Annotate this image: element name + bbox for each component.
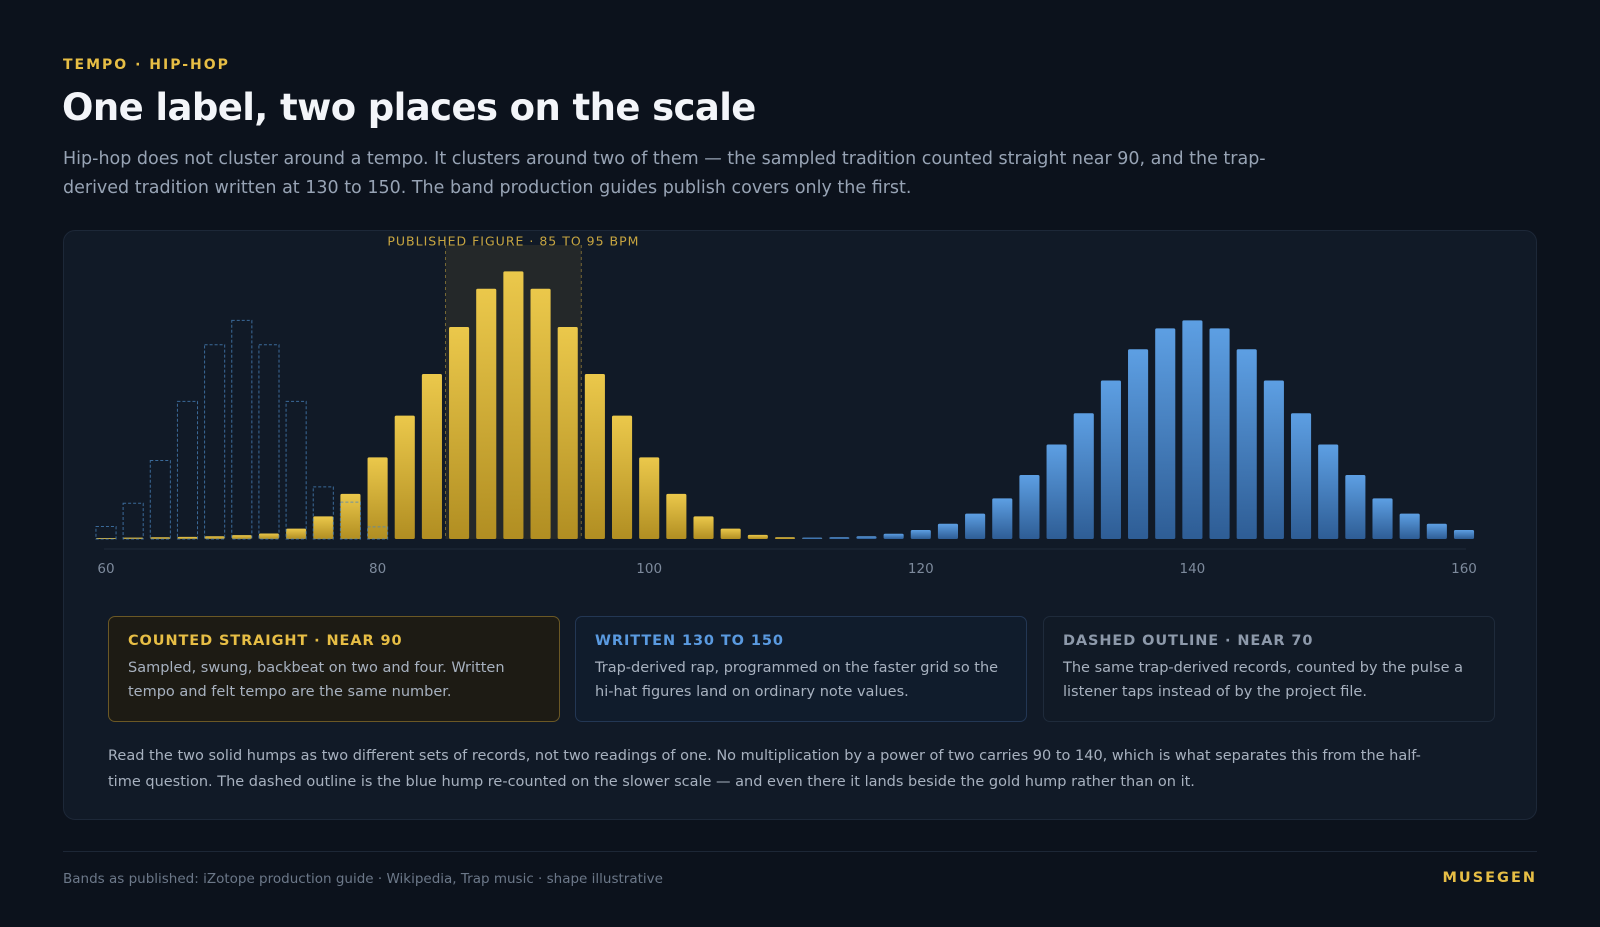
blue-bar bbox=[1372, 498, 1393, 539]
gold-bar bbox=[584, 373, 605, 539]
blue-bar bbox=[829, 537, 850, 539]
blue-bar bbox=[1453, 529, 1475, 539]
blue-bar bbox=[1290, 413, 1312, 539]
legend-card-counted-straight: COUNTED STRAIGHT · NEAR 90 Sampled, swun… bbox=[108, 616, 560, 722]
legend-card-title: COUNTED STRAIGHT · NEAR 90 bbox=[128, 633, 403, 649]
blue-bar bbox=[802, 537, 823, 539]
gold-bar bbox=[313, 516, 334, 539]
gold-bar bbox=[421, 373, 442, 539]
blue-bar bbox=[1073, 413, 1094, 539]
blue-bar bbox=[1155, 328, 1176, 539]
legend-card-title: DASHED OUTLINE · NEAR 70 bbox=[1063, 633, 1314, 649]
gold-bar bbox=[476, 288, 497, 539]
dashed-bar bbox=[204, 344, 226, 540]
blue-bar bbox=[883, 533, 904, 539]
blue-bar bbox=[1182, 320, 1203, 539]
gold-bar bbox=[394, 415, 415, 539]
published-band-label: PUBLISHED FIGURE · 85 TO 95 BPM bbox=[387, 234, 639, 249]
legend-card-body: The same trap-derived records, counted b… bbox=[1063, 660, 1463, 700]
gold-bar bbox=[231, 535, 252, 539]
gold-bar bbox=[177, 536, 198, 539]
dashed-bar bbox=[176, 400, 199, 540]
dashed-bar bbox=[122, 502, 144, 540]
x-tick-label: 160 bbox=[1451, 561, 1477, 577]
blue-bar bbox=[1236, 349, 1257, 539]
gold-bar bbox=[367, 457, 388, 539]
gold-bar bbox=[639, 457, 660, 539]
gold-bar bbox=[720, 528, 741, 539]
gold-bar bbox=[774, 537, 796, 539]
blue-bar bbox=[1318, 444, 1339, 539]
blue-bar bbox=[1019, 475, 1040, 539]
gold-bar bbox=[503, 271, 524, 539]
legend-card-written-130-150: WRITTEN 130 TO 150 Trap-derived rap, pro… bbox=[575, 616, 1027, 722]
blue-bar bbox=[1128, 349, 1149, 539]
brand-logo: MUSEGEN bbox=[1442, 870, 1537, 886]
page-title: One label, two places on the scale bbox=[62, 86, 756, 129]
footer-source: Bands as published: iZotope production g… bbox=[63, 871, 663, 887]
x-tick-label: 120 bbox=[908, 561, 934, 577]
page-subtitle: Hip-hop does not cluster around a tempo.… bbox=[63, 149, 1266, 198]
legend-card-title: WRITTEN 130 TO 150 bbox=[595, 633, 784, 649]
blue-bar bbox=[1426, 523, 1447, 539]
gold-bar bbox=[150, 537, 171, 539]
legend-card-body: Sampled, swung, backbeat on two and four… bbox=[128, 660, 505, 700]
gold-bar bbox=[666, 493, 687, 539]
dashed-bar bbox=[312, 486, 334, 540]
gold-bar bbox=[557, 327, 578, 539]
gold-bar bbox=[204, 536, 225, 539]
x-tick-label: 80 bbox=[369, 561, 386, 577]
dashed-bar bbox=[367, 526, 389, 540]
gold-bar bbox=[693, 516, 714, 539]
chart-panel: PUBLISHED FIGURE · 85 TO 95 BPM 60 80 100 1… bbox=[63, 230, 1537, 820]
blue-bar bbox=[937, 523, 959, 539]
legend-card-dashed-outline: DASHED OUTLINE · NEAR 70 The same trap-d… bbox=[1043, 616, 1495, 722]
blue-bar bbox=[992, 498, 1013, 539]
gold-bar bbox=[530, 288, 551, 539]
footer-divider bbox=[63, 851, 1537, 852]
eyebrow: TEMPO · HIP-HOP bbox=[63, 57, 230, 73]
x-tick-label: 140 bbox=[1180, 561, 1206, 577]
dashed-bar bbox=[231, 319, 253, 540]
blue-bar bbox=[1046, 444, 1067, 539]
dashed-bar bbox=[95, 525, 117, 540]
x-tick-label: 60 bbox=[97, 561, 114, 577]
blue-bar bbox=[856, 536, 877, 539]
blue-bar bbox=[1263, 380, 1284, 539]
tempo-histogram: PUBLISHED FIGURE · 85 TO 95 BPM 60 80 100 1… bbox=[95, 234, 1477, 577]
dashed-bar bbox=[285, 400, 307, 540]
dashed-bar bbox=[339, 501, 361, 540]
chart-note: Read the two solid humps as two differen… bbox=[108, 748, 1421, 790]
gold-bar bbox=[611, 415, 633, 539]
dashed-bar bbox=[258, 344, 280, 540]
blue-bar bbox=[965, 513, 986, 539]
dashed-bar bbox=[149, 459, 171, 540]
legend-card-body: Trap-derived rap, programmed on the fast… bbox=[595, 660, 999, 700]
blue-bar bbox=[910, 529, 931, 539]
blue-bar bbox=[1209, 328, 1230, 539]
x-tick-label: 100 bbox=[636, 561, 662, 577]
gold-bar bbox=[286, 528, 307, 539]
blue-bar bbox=[1345, 475, 1366, 539]
gold-bar bbox=[747, 534, 768, 539]
gold-bar bbox=[258, 533, 280, 539]
gold-bar bbox=[449, 327, 470, 539]
blue-bar bbox=[1399, 513, 1420, 539]
blue-bar bbox=[1100, 380, 1121, 539]
gold-bar bbox=[340, 493, 361, 539]
